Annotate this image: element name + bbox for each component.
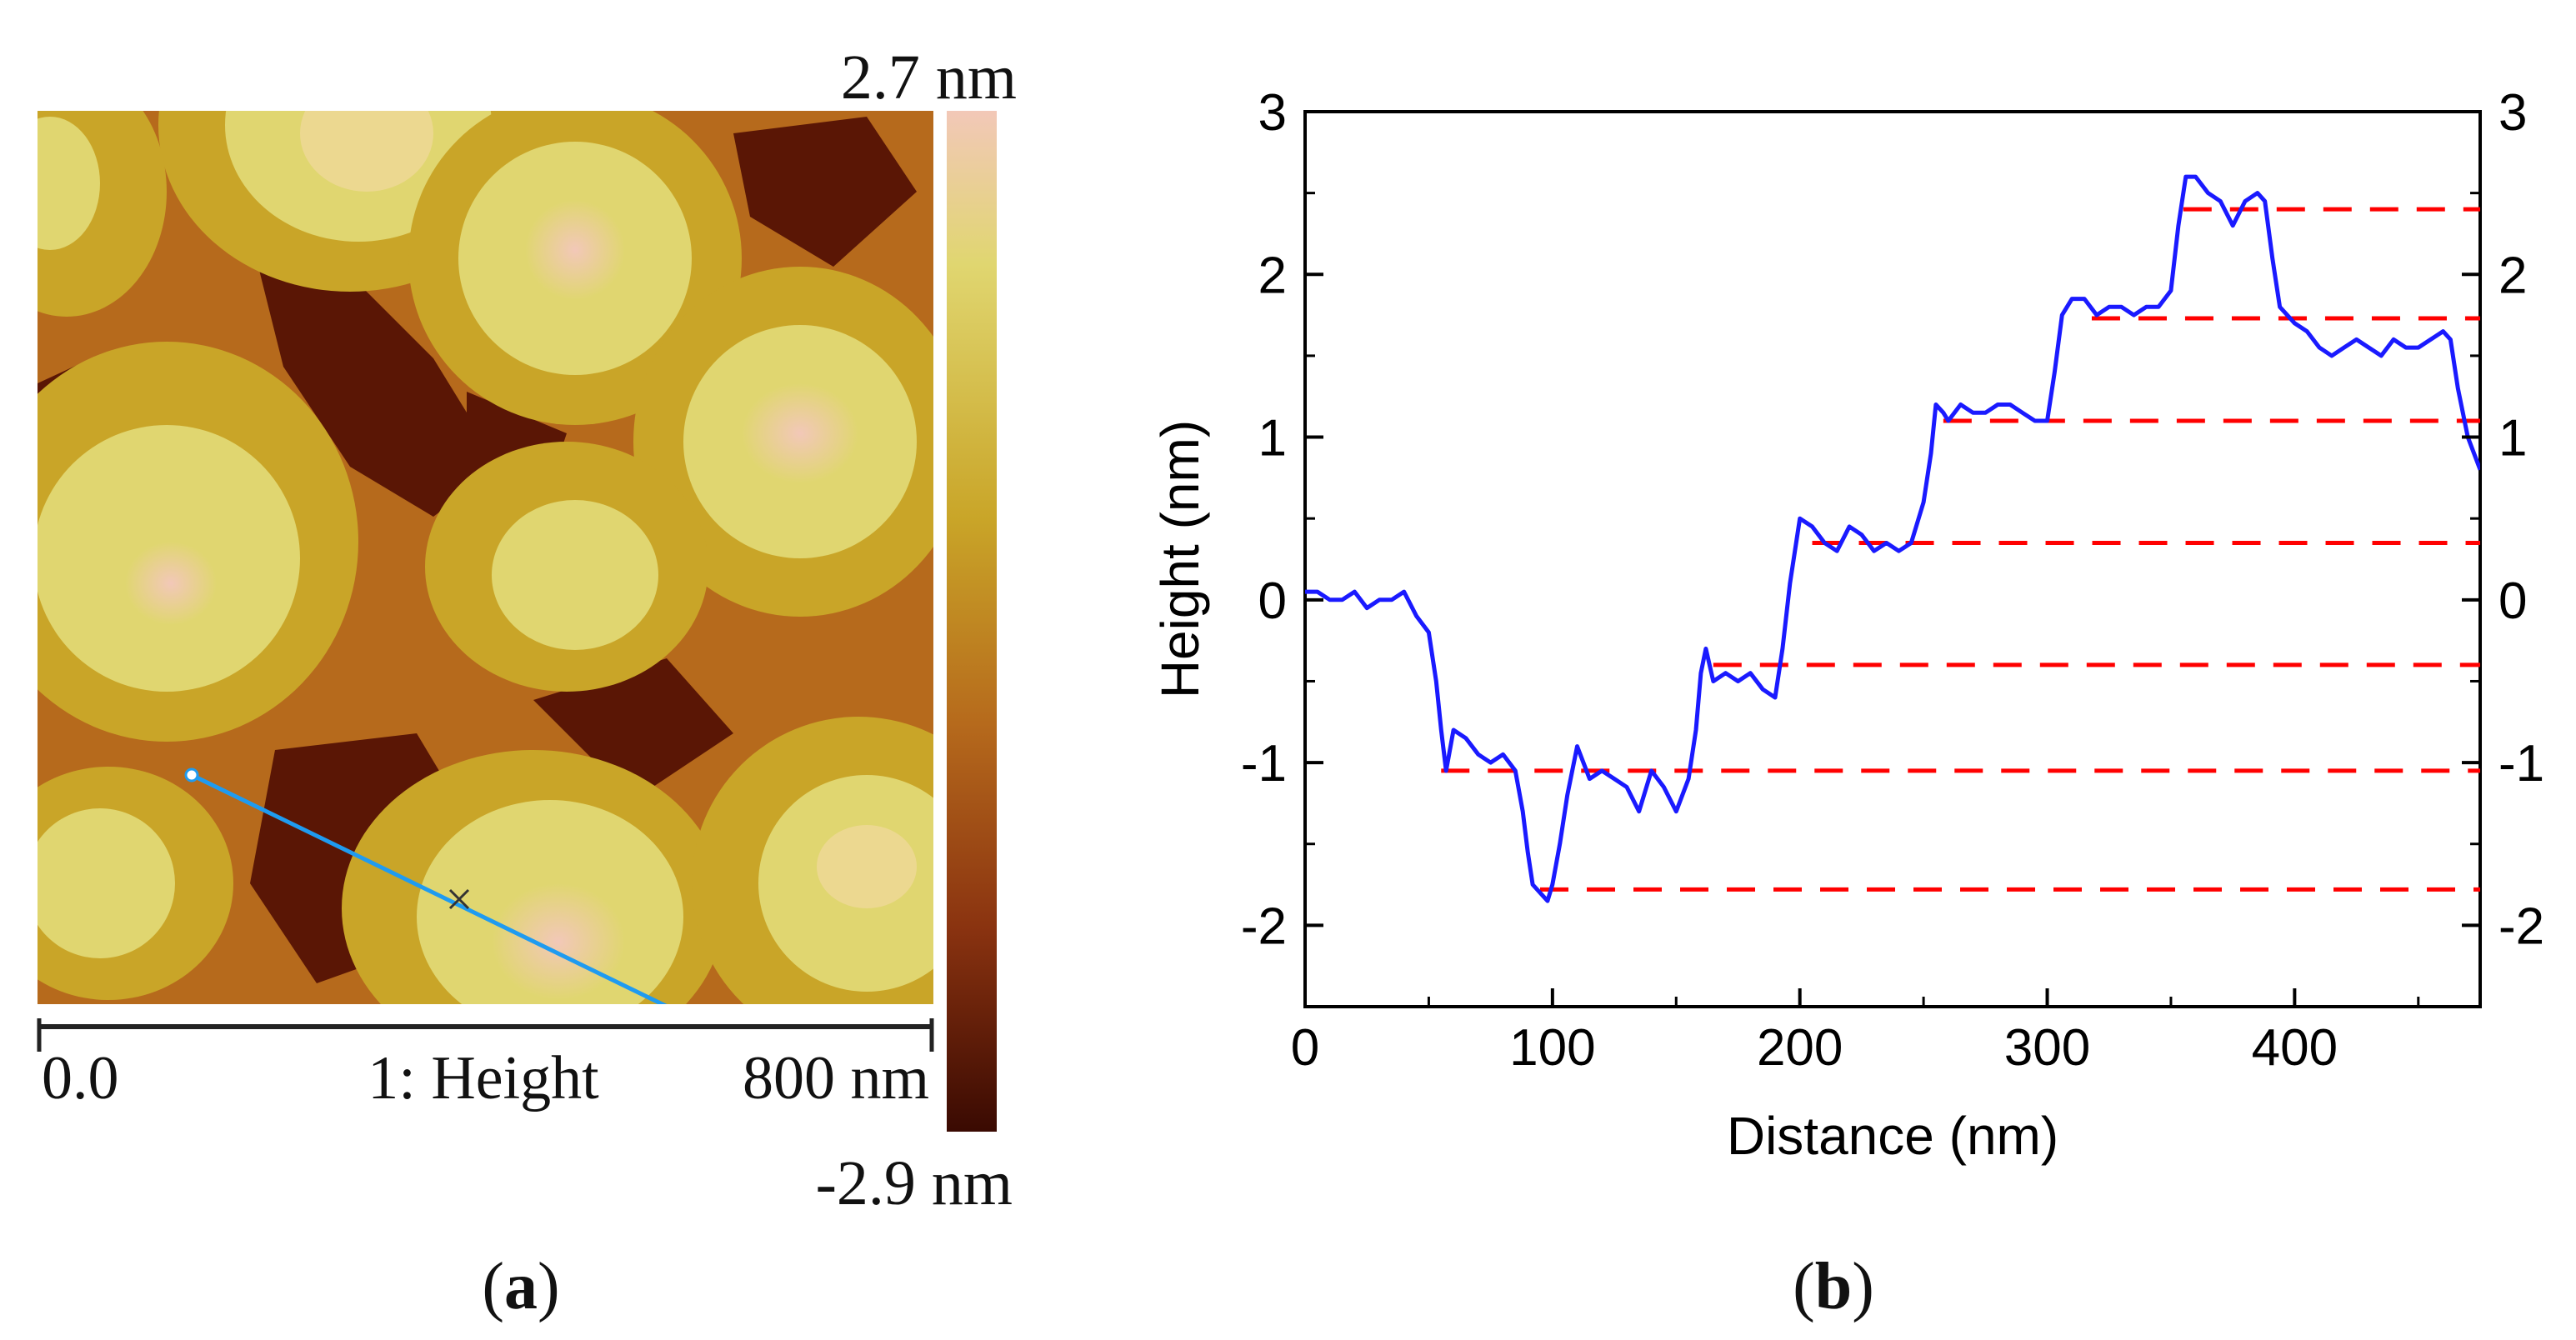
y-tick-label-right: 2 (2498, 247, 2527, 304)
x-tick-label: 0 (1291, 1019, 1319, 1077)
x-tick-label: 100 (1509, 1019, 1595, 1077)
y-tick-label-left: -1 (1241, 735, 1287, 792)
scalebar-channel: 1: Height (368, 1044, 599, 1112)
colorbar-max-label: 2.7 nm (841, 42, 1017, 112)
y-tick-label-right: 3 (2498, 84, 2527, 142)
x-tick-label: 300 (2004, 1019, 2090, 1077)
x-tick-label: 400 (2252, 1019, 2338, 1077)
panel-b-label: b (1815, 1250, 1853, 1323)
x-axis-label: Distance (nm) (1727, 1106, 2058, 1166)
scalebar-end: 800 nm (743, 1044, 929, 1112)
reference-lines (1441, 207, 2480, 892)
y-tick-label-right: 0 (2498, 572, 2527, 630)
y-tick-label-right: 1 (2498, 410, 2527, 468)
y-axis-label: Height (nm) (1150, 420, 1210, 698)
profile-line (184, 768, 668, 1004)
afm-islands (38, 111, 933, 1004)
colorbar-gradient (947, 111, 997, 1132)
panel-a-label: a (504, 1250, 538, 1323)
height-profile-chart: 0 100 200 300 400 -2 -2 -1 -1 0 0 1 1 2 2 3 3 Distance … (1150, 84, 2544, 1166)
colorbar-min-label: -2.9 nm (816, 1148, 1013, 1218)
panel-b-caption: (b) (1793, 1250, 1874, 1323)
x-tick-label: 200 (1757, 1019, 1843, 1077)
y-tick-label-left: 1 (1258, 410, 1287, 468)
y-tick-label-right: -2 (2498, 898, 2544, 955)
afm-image (38, 111, 933, 1004)
y-axis-ticks: -2 -2 -1 -1 0 0 1 1 2 2 3 3 (1241, 84, 2544, 1008)
colorbar: 2.7 nm -2.9 nm (816, 42, 1017, 1218)
y-tick-label-left: 2 (1258, 247, 1287, 304)
y-tick-label-left: 0 (1258, 572, 1287, 630)
scale-bar: 0.0 1: Height 800 nm (37, 1018, 934, 1112)
scalebar-start: 0.0 (42, 1044, 119, 1112)
series-group (1305, 174, 2480, 903)
panel-a-caption: (a) (482, 1250, 559, 1323)
x-axis-ticks: 0 100 200 300 400 (1291, 988, 2420, 1077)
y-tick-label-left: 3 (1258, 84, 1287, 142)
y-tick-label-right: -1 (2498, 735, 2544, 792)
plot-frame (1303, 110, 2482, 1008)
series-line-0 (1305, 174, 2480, 903)
y-tick-label-left: -2 (1241, 898, 1287, 955)
